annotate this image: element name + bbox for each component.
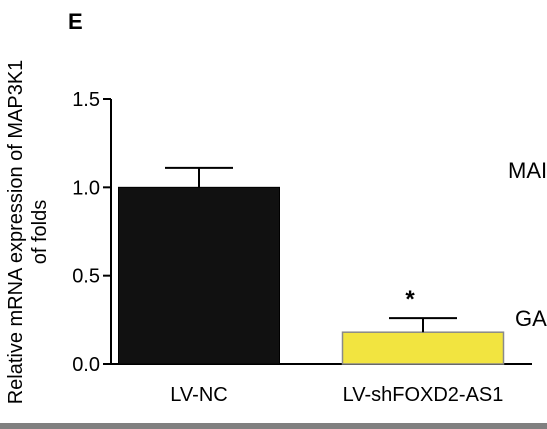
x-tick-label: LV-shFOXD2-AS1 xyxy=(343,384,504,406)
significance-marker: * xyxy=(405,286,415,313)
y-axis-title-line1: Relative mRNA expression of MAP3K1 xyxy=(5,60,27,405)
y-tick-label: 0.0 xyxy=(72,354,100,376)
y-tick-label: 1.5 xyxy=(72,89,100,111)
y-tick-label: 0.5 xyxy=(72,266,100,288)
y-tick-label: 1.0 xyxy=(72,177,100,199)
cropped-label-top: MAI xyxy=(508,158,547,183)
panel-letter: E xyxy=(68,9,83,34)
bar xyxy=(341,331,505,365)
bar xyxy=(118,186,280,365)
x-tick-label: LV-NC xyxy=(170,384,227,406)
cropped-label-bottom: GA xyxy=(515,306,547,331)
y-axis-title-line2: of folds xyxy=(29,200,51,264)
bottom-border xyxy=(0,423,547,429)
